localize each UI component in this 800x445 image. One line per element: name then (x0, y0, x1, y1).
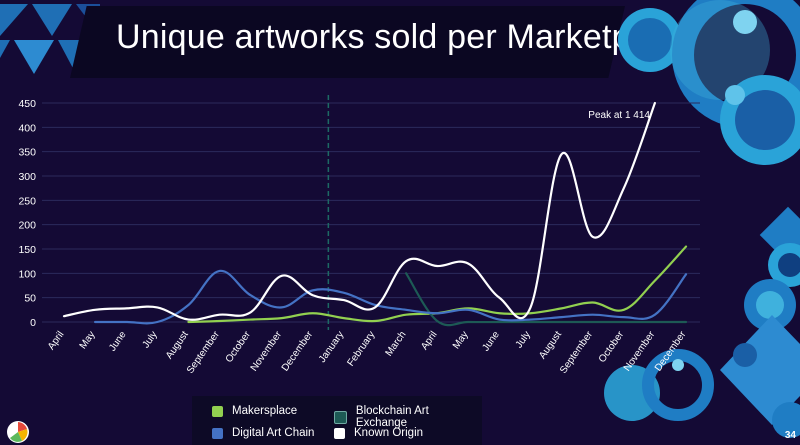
x-tick-label: June (480, 329, 502, 353)
series-line-known-origin (62, 101, 656, 321)
y-tick-label: 200 (18, 220, 36, 232)
legend-item-digital-art-chain: Digital Art Chain (212, 427, 314, 439)
peak-annotation: Peak at 1 414 (588, 110, 650, 121)
x-tick-label: April (419, 329, 439, 352)
series-line-makersplace (187, 245, 688, 324)
x-tick-label: October (224, 329, 254, 365)
x-tick-label: August (164, 329, 191, 361)
x-tick-label: April (46, 329, 66, 352)
legend-item-makersplace: Makersplace (212, 405, 297, 417)
y-tick-label: 50 (24, 293, 36, 305)
legend-swatch (212, 427, 223, 439)
legend-item-known-origin: Known Origin (334, 427, 423, 439)
page-number: 34 (784, 430, 796, 441)
y-tick-label: 350 (18, 147, 36, 159)
y-tick-label: 450 (18, 98, 36, 110)
y-tick-label: 250 (18, 195, 36, 207)
y-tick-label: 300 (18, 171, 36, 183)
legend-label: Blockchain Art Exchange (355, 405, 429, 429)
y-tick-label: 400 (18, 122, 36, 134)
legend-item-blockchain-art-exchange: Blockchain Art Exchange (334, 405, 482, 429)
x-tick-label: May (78, 329, 98, 351)
title-banner (70, 6, 625, 78)
y-tick-label: 0 (30, 317, 36, 329)
legend-swatch (334, 427, 345, 439)
x-tick-label: June (107, 329, 129, 353)
slide-title: Unique artworks sold per Marketplace (116, 18, 694, 56)
chart-legend: Makersplace Blockchain Art Exchange Digi… (192, 396, 482, 445)
legend-swatch (334, 410, 347, 424)
x-tick-label: October (597, 329, 627, 365)
x-tick-label: February (345, 329, 377, 368)
x-tick-label: July (514, 329, 533, 350)
x-tick-label: August (537, 329, 564, 361)
series-line-digital-art-chain (94, 269, 688, 325)
x-tick-label: December (653, 329, 689, 374)
legend-label: Makersplace (232, 405, 298, 417)
x-tick-label: January (317, 329, 346, 364)
x-tick-label: March (384, 329, 409, 358)
legend-swatch (212, 405, 223, 417)
legend-label: Known Origin (354, 427, 424, 439)
y-tick-label: 150 (18, 244, 36, 256)
x-tick-label: December (280, 329, 316, 374)
y-tick-label: 100 (18, 268, 36, 280)
x-tick-label: May (451, 329, 471, 351)
legend-label: Digital Art Chain (232, 427, 315, 439)
logo-icon (7, 421, 29, 443)
x-tick-label: July (141, 329, 160, 350)
series-line-blockchain-art-exchange (405, 272, 688, 327)
